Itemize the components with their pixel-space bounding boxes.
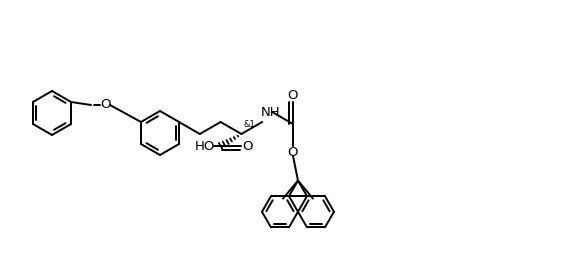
Text: O: O [242, 140, 253, 152]
Text: O: O [288, 89, 298, 102]
Text: O: O [100, 99, 110, 111]
Text: O: O [288, 146, 298, 159]
Text: NH: NH [260, 106, 280, 120]
Text: HO: HO [194, 140, 215, 152]
Text: &1: &1 [243, 120, 255, 129]
